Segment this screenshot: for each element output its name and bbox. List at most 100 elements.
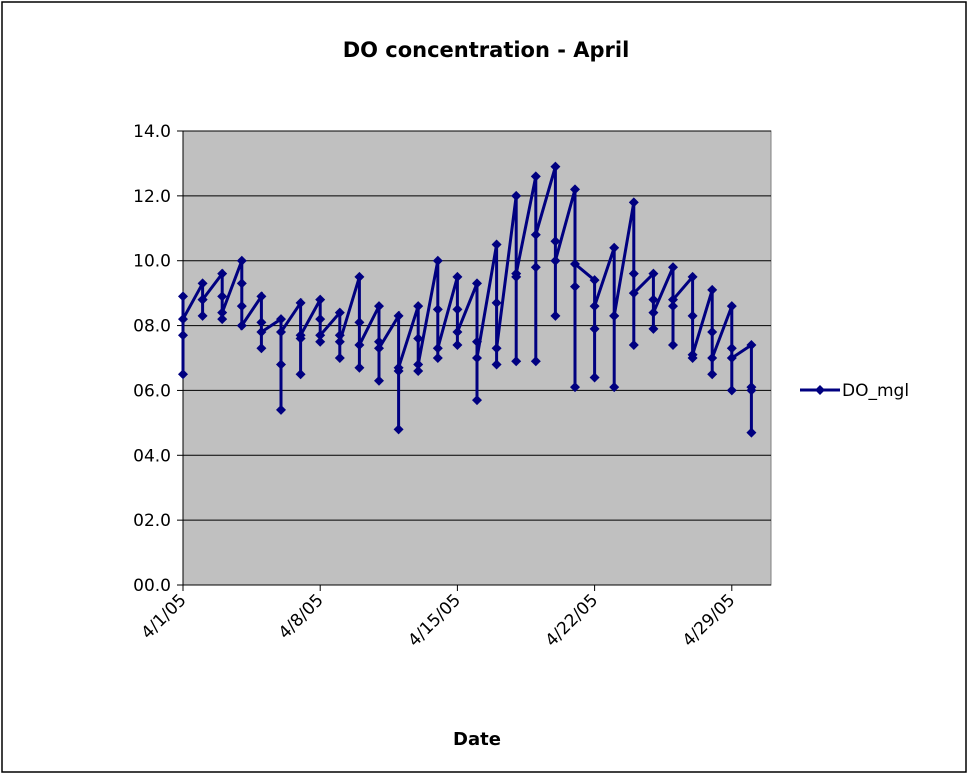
data-point [178, 291, 188, 302]
data-point [746, 427, 757, 438]
data-point [570, 382, 580, 393]
data-point [432, 255, 443, 266]
data-point [589, 275, 600, 286]
data-point [236, 301, 247, 312]
data-point [491, 359, 502, 370]
data-point [550, 310, 561, 321]
data-point [374, 343, 384, 354]
data-point [295, 369, 306, 380]
data-point [393, 310, 404, 321]
data-point [472, 336, 482, 347]
data-point [334, 336, 345, 347]
y-tick-label: 12.0 [133, 187, 171, 207]
y-tick-label: 06.0 [133, 381, 171, 401]
data-point [472, 353, 482, 363]
legend-marker [815, 385, 825, 395]
data-point [276, 314, 286, 325]
data-point [687, 310, 698, 321]
data-point [746, 340, 757, 351]
data-point [511, 356, 522, 367]
x-axis-title: Date [453, 729, 501, 750]
y-tick-label: 08.0 [133, 317, 171, 337]
data-point [707, 284, 718, 295]
data-point [609, 310, 620, 321]
data-point [197, 310, 208, 321]
data-point [550, 236, 561, 247]
data-point [276, 359, 286, 370]
data-point [609, 382, 620, 393]
data-point [217, 268, 228, 279]
data-point [707, 353, 718, 363]
data-point [628, 197, 639, 208]
data-point [511, 190, 522, 201]
data-point [491, 297, 502, 308]
data-point [217, 307, 228, 318]
data-point [648, 307, 659, 318]
data-point [217, 314, 228, 325]
data-point [648, 268, 659, 279]
chart-title: DO concentration - April [343, 38, 630, 62]
data-point [178, 314, 188, 325]
data-point [589, 372, 600, 383]
data-point [452, 271, 463, 282]
data-point [413, 333, 424, 344]
data-point [530, 171, 541, 182]
data-point [668, 301, 678, 312]
data-point [726, 301, 737, 312]
data-point [668, 294, 678, 305]
data-point [530, 229, 541, 240]
data-point [315, 336, 326, 347]
data-point [570, 281, 580, 292]
data-point [628, 268, 639, 279]
data-point [236, 278, 247, 289]
data-point [276, 327, 286, 338]
data-point [236, 320, 247, 331]
y-tick-label: 04.0 [133, 446, 171, 466]
data-point [609, 242, 620, 253]
data-point [570, 184, 580, 195]
data-point [374, 336, 384, 347]
data-point [256, 343, 267, 354]
data-point [472, 395, 482, 406]
data-point [295, 330, 306, 341]
data-point [628, 340, 639, 351]
data-point [687, 271, 698, 282]
data-point [374, 375, 384, 386]
data-point [256, 317, 267, 328]
data-point [276, 404, 286, 415]
data-point [570, 258, 580, 269]
data-point [530, 262, 541, 273]
data-point [432, 353, 443, 363]
data-point [315, 314, 326, 325]
data-point [452, 327, 463, 338]
data-point [197, 278, 208, 289]
data-point [472, 278, 482, 289]
data-point [707, 327, 718, 338]
y-tick-label: 14.0 [133, 122, 171, 142]
data-point [197, 294, 208, 305]
data-point [315, 294, 326, 305]
data-point [374, 301, 384, 312]
data-point [726, 353, 737, 363]
data-point [334, 330, 345, 341]
data-point [413, 301, 424, 312]
data-point [432, 343, 443, 354]
data-line [181, 166, 753, 433]
data-point [354, 317, 365, 328]
y-tick-label: 02.0 [133, 511, 171, 531]
data-point [452, 304, 463, 315]
data-point [550, 255, 561, 266]
data-point [452, 340, 463, 351]
data-point [217, 291, 228, 302]
data-point [707, 369, 718, 380]
data-point [530, 356, 541, 367]
data-point [315, 330, 326, 341]
data-point [236, 255, 247, 266]
y-tick-label: 00.0 [133, 576, 171, 596]
data-point [256, 327, 267, 338]
data-point [746, 385, 757, 396]
data-point [726, 343, 737, 354]
data-point [354, 362, 365, 373]
data-point [648, 294, 659, 305]
